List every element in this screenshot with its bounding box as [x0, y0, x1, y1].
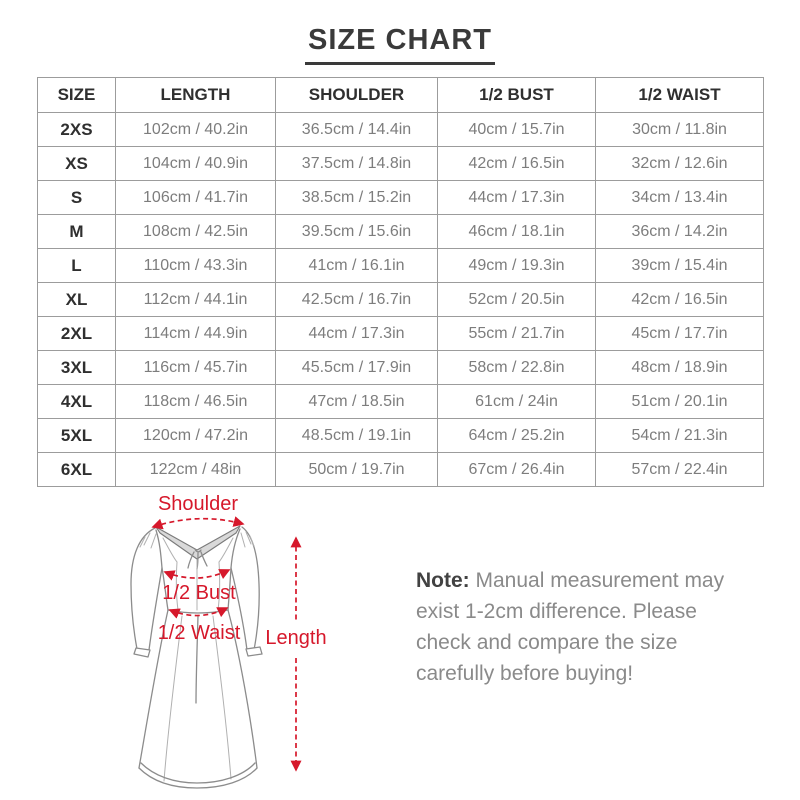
bust-cell: 58cm / 22.8in: [437, 350, 596, 385]
table-row: 6XL 122cm / 48in 50cm / 19.7in 67cm / 26…: [37, 452, 764, 487]
table-row: L 110cm / 43.3in 41cm / 16.1in 49cm / 19…: [37, 248, 764, 283]
shoulder-cell: 38.5cm / 15.2in: [275, 180, 438, 215]
bust-cell: 52cm / 20.5in: [437, 282, 596, 317]
bust-cell: 42cm / 16.5in: [437, 146, 596, 181]
size-cell: 2XL: [37, 316, 116, 351]
table-row: 2XS 102cm / 40.2in 36.5cm / 14.4in 40cm …: [37, 112, 764, 147]
shoulder-cell: 39.5cm / 15.6in: [275, 214, 438, 249]
size-cell: 4XL: [37, 384, 116, 419]
table-row: 5XL 120cm / 47.2in 48.5cm / 19.1in 64cm …: [37, 418, 764, 453]
note-prefix: Note:: [416, 569, 470, 592]
waist-arrow-line: [168, 607, 229, 619]
size-cell: L: [37, 248, 116, 283]
waist-cell: 51cm / 20.1in: [595, 384, 764, 419]
size-cell: 6XL: [37, 452, 116, 487]
shoulder-cell: 44cm / 17.3in: [275, 316, 438, 351]
length-cell: 110cm / 43.3in: [115, 248, 276, 283]
table-row: S 106cm / 41.7in 38.5cm / 15.2in 44cm / …: [37, 180, 764, 215]
shoulder-cell: 50cm / 19.7in: [275, 452, 438, 487]
measurement-note: Note: Manual measurement may exist 1-2cm…: [416, 565, 734, 689]
length-cell: 114cm / 44.9in: [115, 316, 276, 351]
shoulder-cell: 48.5cm / 19.1in: [275, 418, 438, 453]
column-header-shoulder: SHOULDER: [275, 77, 438, 113]
bust-cell: 44cm / 17.3in: [437, 180, 596, 215]
shoulder-cell: 41cm / 16.1in: [275, 248, 438, 283]
waist-cell: 36cm / 14.2in: [595, 214, 764, 249]
size-cell: XL: [37, 282, 116, 317]
measurement-arrows: [151, 516, 302, 772]
shoulder-arrow-line: [151, 516, 245, 530]
shoulder-label: Shoulder: [158, 493, 238, 515]
bust-cell: 40cm / 15.7in: [437, 112, 596, 147]
waist-cell: 39cm / 15.4in: [595, 248, 764, 283]
length-cell: 104cm / 40.9in: [115, 146, 276, 181]
bust-cell: 67cm / 26.4in: [437, 452, 596, 487]
bust-cell: 55cm / 21.7in: [437, 316, 596, 351]
table-row: 3XL 116cm / 45.7in 45.5cm / 17.9in 58cm …: [37, 350, 764, 385]
column-header-waist: 1/2 WAIST: [595, 77, 764, 113]
length-cell: 112cm / 44.1in: [115, 282, 276, 317]
bust-arrow-line: [163, 569, 231, 581]
table-row: 2XL 114cm / 44.9in 44cm / 17.3in 55cm / …: [37, 316, 764, 351]
shoulder-cell: 37.5cm / 14.8in: [275, 146, 438, 181]
waist-cell: 48cm / 18.9in: [595, 350, 764, 385]
bust-label: 1/2 Bust: [162, 582, 236, 604]
column-header-size: SIZE: [37, 77, 116, 113]
page-title: SIZE CHART: [305, 24, 495, 65]
column-header-bust: 1/2 BUST: [437, 77, 596, 113]
table-row: 4XL 118cm / 46.5in 47cm / 18.5in 61cm / …: [37, 384, 764, 419]
size-cell: 3XL: [37, 350, 116, 385]
shoulder-cell: 42.5cm / 16.7in: [275, 282, 438, 317]
column-header-length: LENGTH: [115, 77, 276, 113]
table-row: XS 104cm / 40.9in 37.5cm / 14.8in 42cm /…: [37, 146, 764, 181]
bust-cell: 46cm / 18.1in: [437, 214, 596, 249]
size-cell: XS: [37, 146, 116, 181]
dress-measurement-diagram: Shoulder 1/2 Bust 1/2 Waist Length: [130, 493, 327, 789]
length-cell: 108cm / 42.5in: [115, 214, 276, 249]
waist-cell: 57cm / 22.4in: [595, 452, 764, 487]
title-wrap: SIZE CHART: [0, 24, 800, 65]
waist-cell: 30cm / 11.8in: [595, 112, 764, 147]
length-cell: 116cm / 45.7in: [115, 350, 276, 385]
waist-label: 1/2 Waist: [158, 622, 241, 644]
waist-cell: 54cm / 21.3in: [595, 418, 764, 453]
table-row: XL 112cm / 44.1in 42.5cm / 16.7in 52cm /…: [37, 282, 764, 317]
waist-cell: 45cm / 17.7in: [595, 316, 764, 351]
length-cell: 102cm / 40.2in: [115, 112, 276, 147]
size-cell: 2XS: [37, 112, 116, 147]
size-cell: M: [37, 214, 116, 249]
shoulder-cell: 36.5cm / 14.4in: [275, 112, 438, 147]
waist-cell: 34cm / 13.4in: [595, 180, 764, 215]
waist-cell: 42cm / 16.5in: [595, 282, 764, 317]
note-body: Manual measurement may exist 1-2cm diffe…: [416, 569, 725, 685]
dress-outline: [130, 525, 263, 789]
length-label: Length: [265, 627, 326, 649]
size-table: SIZE LENGTH SHOULDER 1/2 BUST 1/2 WAIST …: [37, 77, 764, 487]
shoulder-cell: 47cm / 18.5in: [275, 384, 438, 419]
header-row: SIZE LENGTH SHOULDER 1/2 BUST 1/2 WAIST: [37, 77, 764, 113]
waist-cell: 32cm / 12.6in: [595, 146, 764, 181]
length-cell: 122cm / 48in: [115, 452, 276, 487]
length-cell: 120cm / 47.2in: [115, 418, 276, 453]
length-cell: 118cm / 46.5in: [115, 384, 276, 419]
bust-cell: 49cm / 19.3in: [437, 248, 596, 283]
size-cell: 5XL: [37, 418, 116, 453]
length-cell: 106cm / 41.7in: [115, 180, 276, 215]
shoulder-cell: 45.5cm / 17.9in: [275, 350, 438, 385]
table-row: M 108cm / 42.5in 39.5cm / 15.6in 46cm / …: [37, 214, 764, 249]
bust-cell: 61cm / 24in: [437, 384, 596, 419]
size-cell: S: [37, 180, 116, 215]
bust-cell: 64cm / 25.2in: [437, 418, 596, 453]
